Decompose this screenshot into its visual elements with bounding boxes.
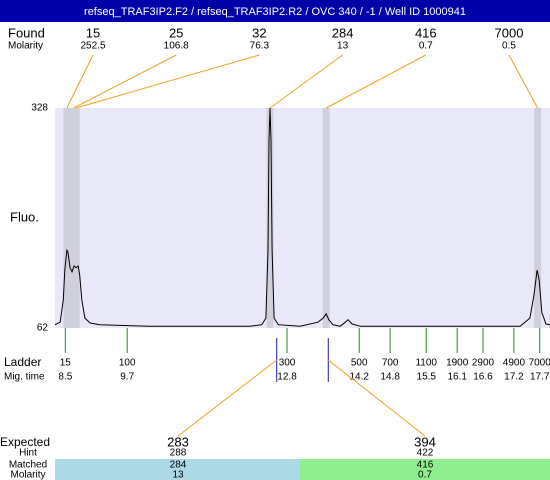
found-size: 284 [332, 25, 354, 40]
found-size: 25 [169, 25, 183, 40]
ladder-time: 14.2 [349, 372, 369, 383]
peak-band [322, 108, 330, 328]
expected-row-label: Matched [9, 460, 47, 471]
ladder-label: Ladder [4, 355, 41, 369]
found-label: Found [8, 25, 45, 40]
expected-connector [177, 359, 278, 437]
ladder-time: 17.7 [530, 372, 550, 383]
ladder-time: 17.2 [504, 372, 524, 383]
ladder-time: 16.1 [447, 372, 467, 383]
title-bar [0, 0, 550, 22]
expected-hint: 288 [170, 448, 187, 459]
expected-row-label: Molarity [10, 470, 45, 480]
found-size: 416 [415, 25, 437, 40]
ladder-time: 16.6 [473, 372, 493, 383]
matched-band [55, 459, 300, 480]
matched-band [300, 459, 550, 480]
found-molarity: 0.5 [502, 41, 516, 52]
found-size: 15 [86, 25, 100, 40]
peak-connector [269, 54, 343, 109]
peak-connector [508, 54, 539, 109]
ladder-size: 300 [279, 358, 296, 369]
ladder-time: 12.8 [277, 372, 297, 383]
expected-label: Expected [0, 435, 50, 449]
found-molarity: 0.7 [419, 41, 433, 52]
found-molarity: 106.8 [164, 41, 189, 52]
expected-hint: 422 [417, 448, 434, 459]
trace [54, 107, 550, 327]
ladder-size: 4900 [503, 358, 526, 369]
ladder-size: 500 [351, 358, 368, 369]
expected-molarity: 13 [172, 470, 184, 480]
expected-row-label: Hint [19, 448, 37, 459]
found-molarity: 76.3 [250, 41, 270, 52]
y-label: Fluo. [10, 209, 39, 224]
ladder-size: 1100 [415, 358, 437, 369]
ladder-size: 15 [60, 358, 72, 369]
ladder-time: 14.8 [380, 372, 400, 383]
expected-size: 394 [414, 434, 436, 449]
peak-connector [325, 54, 427, 109]
expected-molarity: 0.7 [418, 470, 432, 480]
plot-area [55, 108, 550, 328]
expected-matched: 284 [170, 460, 187, 471]
peak-connector [73, 54, 177, 109]
y-tick-label: 328 [31, 103, 48, 114]
peak-connector [66, 54, 94, 109]
found-molarity: 13 [337, 41, 349, 52]
ladder-size: 700 [382, 358, 399, 369]
ladder-time: 8.5 [58, 372, 72, 383]
found-molarity: 252.5 [80, 41, 105, 52]
ladder-time: 9.7 [120, 372, 134, 383]
expected-connector [327, 359, 426, 437]
peak-band [534, 108, 542, 328]
peak-connector [76, 54, 260, 109]
found-size: 7000 [495, 25, 524, 40]
ladder-size: 100 [119, 358, 136, 369]
expected-matched: 416 [417, 460, 434, 471]
peak-band [72, 108, 80, 328]
molarity-label: Molarity [8, 41, 43, 52]
ladder-size: 1900 [446, 358, 469, 369]
peak-band [266, 108, 274, 328]
ladder-time: 15.5 [417, 372, 437, 383]
found-size: 32 [252, 25, 266, 40]
ladder-size: 7000 [529, 358, 550, 369]
expected-size: 283 [167, 434, 189, 449]
y-tick-label: 62 [37, 323, 49, 334]
ladder-size: 2900 [472, 358, 495, 369]
title: refseq_TRAF3IP2.F2 / refseq_TRAF3IP2.R2 … [84, 6, 466, 18]
time-label: Mig. time [4, 372, 45, 383]
peak-band [63, 108, 71, 328]
